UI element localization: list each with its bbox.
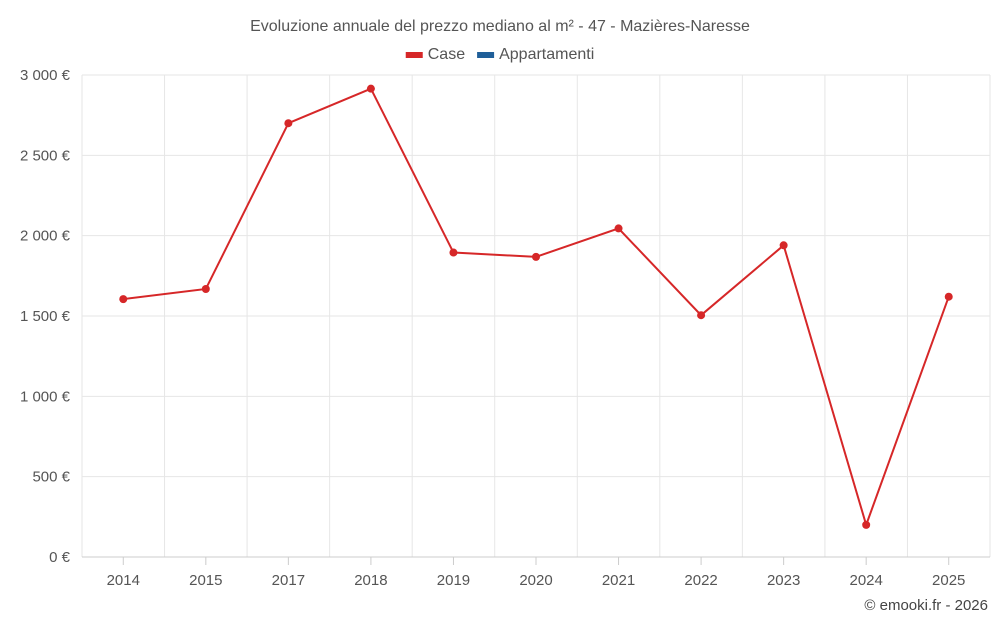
data-point[interactable] [614, 224, 623, 233]
legend-label: Appartamenti [499, 46, 594, 63]
x-axis: 2014 2015 2017 2018 2019 2020 2021 2022 2023 2024… [82, 556, 990, 589]
legend-item-appartamenti[interactable]: Appartamenti [477, 46, 594, 63]
x-tick-label: 2015 [189, 572, 222, 589]
x-tick-label: 2019 [437, 572, 470, 589]
data-point[interactable] [779, 241, 788, 250]
grid-lines [81, 74, 991, 557]
chart-legend: Case Appartamenti [405, 46, 594, 63]
legend-swatch [477, 52, 495, 58]
y-tick-label: 1 500 € [20, 308, 71, 325]
data-point[interactable] [697, 311, 706, 320]
legend-label: Case [428, 46, 465, 63]
legend-item-case[interactable]: Case [405, 46, 465, 63]
chart-title: Evoluzione annuale del prezzo mediano al… [250, 18, 750, 35]
y-tick-label: 500 € [32, 469, 70, 486]
y-tick-label: 3 000 € [20, 67, 71, 84]
x-tick-label: 2018 [354, 572, 387, 589]
x-tick-label: 2020 [519, 572, 552, 589]
x-tick-label: 2022 [684, 572, 717, 589]
data-point[interactable] [944, 292, 953, 301]
x-tick-label: 2021 [602, 572, 635, 589]
credit-text: © emooki.fr - 2026 [864, 597, 988, 614]
x-tick-label: 2024 [849, 572, 882, 589]
y-tick-label: 2 000 € [20, 228, 71, 245]
data-point[interactable] [862, 520, 871, 529]
series-layer [119, 84, 953, 529]
data-point[interactable] [284, 119, 293, 128]
data-point[interactable] [532, 252, 540, 261]
data-point[interactable] [449, 248, 458, 257]
x-tick-label: 2025 [932, 572, 965, 589]
y-tick-label: 0 € [49, 549, 71, 566]
data-point[interactable] [119, 295, 128, 304]
data-point[interactable] [201, 285, 210, 294]
x-tick-label: 2014 [107, 572, 140, 589]
x-tick-label: 2023 [767, 572, 800, 589]
data-point[interactable] [366, 84, 375, 93]
x-tick-label: 2017 [272, 572, 305, 589]
y-tick-label: 2 500 € [20, 147, 71, 164]
legend-swatch [405, 52, 423, 58]
y-tick-label: 1 000 € [20, 388, 71, 405]
y-axis: 0 € 500 € 1 000 € 1 500 € 2 000 € 2 500 € 3 00… [20, 67, 71, 566]
